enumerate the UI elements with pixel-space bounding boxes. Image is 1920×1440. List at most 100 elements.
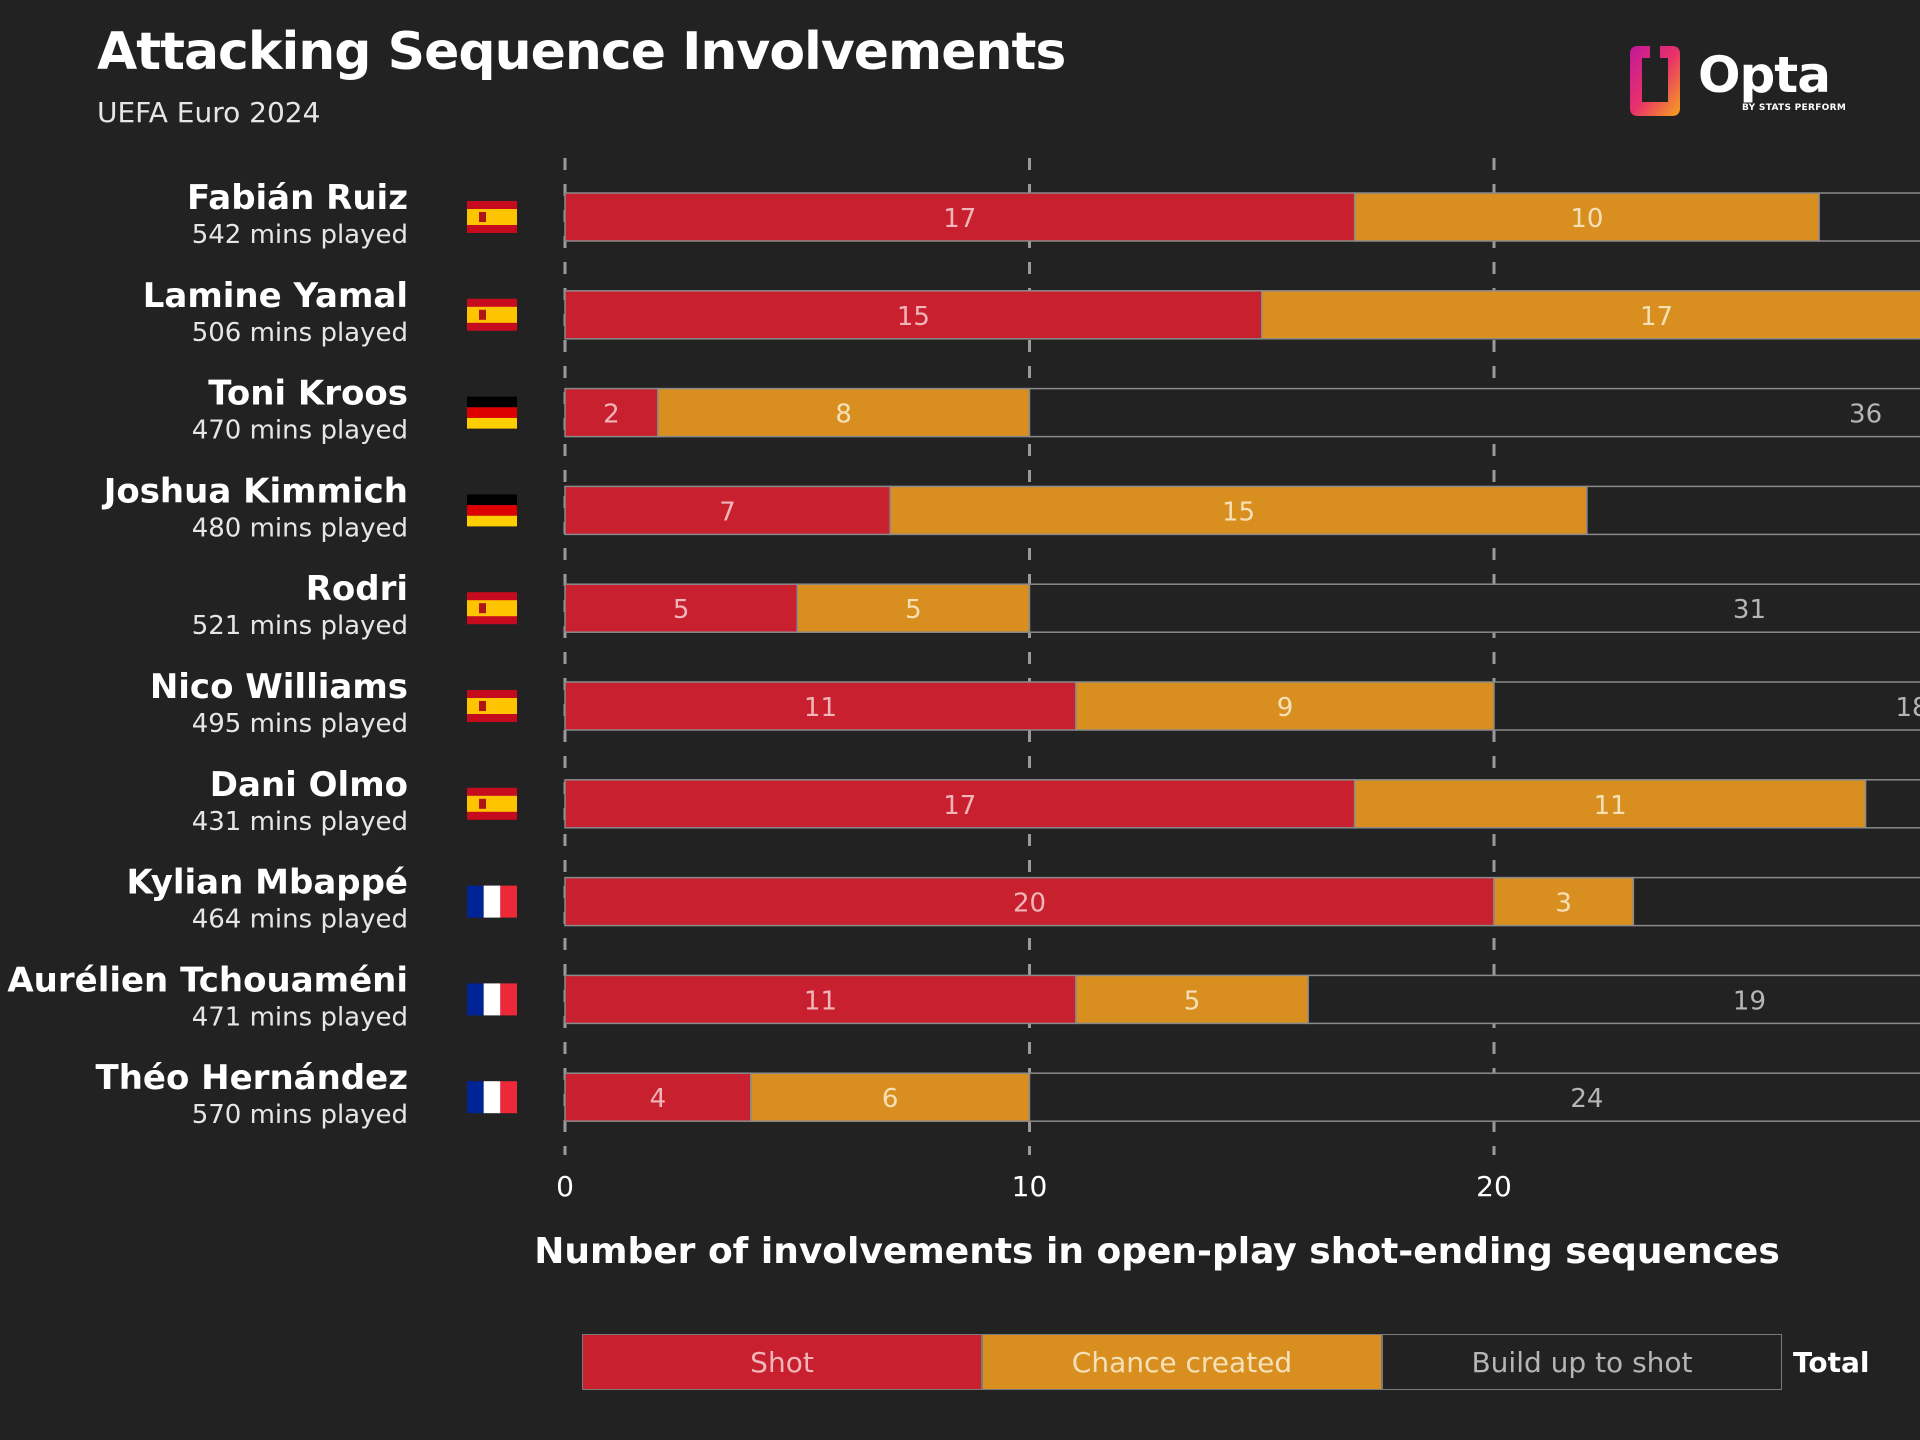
bar-segment-chance-created xyxy=(1261,290,1920,340)
bar-segment-build-up xyxy=(1028,387,1920,438)
flag-germany-icon xyxy=(467,494,517,527)
player-mins: 471 mins played xyxy=(192,1002,408,1032)
bar-segment-shot-label: 5 xyxy=(673,595,690,625)
chart-title: Attacking Sequence Involvements xyxy=(97,22,1066,82)
flag-emblem xyxy=(479,309,486,320)
bar-segment-build-up xyxy=(1307,974,1920,1025)
bar-segment-chance-created xyxy=(657,387,1031,438)
x-tick-label: 20 xyxy=(1476,1170,1512,1203)
bar-segment-shot-label: 7 xyxy=(719,497,736,527)
flag-spain-icon xyxy=(467,690,517,722)
bar-segment-shot xyxy=(564,387,659,438)
legend-build-up-to-shot: Build up to shot xyxy=(1382,1334,1782,1390)
player-mins: 431 mins played xyxy=(192,807,408,837)
bar-segment-build-up-label: 36 xyxy=(1849,400,1882,430)
bar-segment-shot xyxy=(564,876,1495,927)
flag-stripe xyxy=(500,885,517,918)
flag-spain-icon xyxy=(467,201,517,233)
bar-segment-chance-created-label: 6 xyxy=(882,1084,899,1114)
bar-segment-shot xyxy=(564,974,1077,1025)
bar-segment-chance-created-label: 8 xyxy=(835,400,852,430)
player-name: Lamine Yamal xyxy=(143,276,408,316)
bar-segment-chance-created-label: 3 xyxy=(1555,889,1572,919)
flag-stripe xyxy=(467,795,517,812)
bar-segment-shot-label: 4 xyxy=(650,1084,667,1114)
bar-segment-chance-created xyxy=(750,1072,1031,1122)
flag-stripe xyxy=(467,407,517,418)
flag-stripe xyxy=(467,494,517,506)
bar-segment-build-up-label: 31 xyxy=(1733,595,1766,625)
x-tick-label: 10 xyxy=(1012,1170,1048,1203)
flag-stripe xyxy=(467,396,517,408)
bar-segment-build-up xyxy=(1028,1072,1920,1122)
flag-stripe xyxy=(467,505,517,516)
opta-tagline: BY STATS PERFORM xyxy=(1742,103,1847,113)
bar-segment-chance-created-label: 5 xyxy=(1184,986,1201,1016)
bar-segment-chance-created xyxy=(1493,876,1635,927)
player-name: Dani Olmo xyxy=(210,765,408,805)
bar-segment-shot-label: 11 xyxy=(804,693,837,723)
player-name: Fabián Ruiz xyxy=(187,178,408,218)
flag-stripe xyxy=(467,306,517,323)
player-mins: 495 mins played xyxy=(192,709,408,739)
player-name: Rodri xyxy=(306,569,408,609)
bar-segment-chance-created xyxy=(1075,974,1309,1025)
bar-segment-shot-label: 2 xyxy=(603,400,620,430)
flag-stripe xyxy=(467,983,484,1016)
flag-stripe xyxy=(483,885,501,918)
flag-stripe xyxy=(483,1081,501,1114)
flag-stripe xyxy=(467,417,517,429)
player-name: Nico Williams xyxy=(150,667,408,707)
bar-segment-chance-created xyxy=(796,583,1031,633)
flag-france-icon xyxy=(467,885,517,918)
player-mins: 542 mins played xyxy=(192,220,408,250)
flag-stripe xyxy=(467,600,517,617)
bar-segment-shot xyxy=(564,583,798,633)
flag-spain-icon xyxy=(467,787,517,820)
legend-chance-created: Chance created xyxy=(982,1334,1382,1390)
flag-stripe xyxy=(500,1081,517,1114)
flag-emblem xyxy=(479,603,486,614)
bar-segment-build-up xyxy=(1632,876,1920,927)
bar-segment-shot xyxy=(564,290,1263,340)
bar-segment-build-up-label: 18 xyxy=(1896,693,1920,723)
flag-france-icon xyxy=(467,983,517,1016)
bar-segment-build-up-label: 19 xyxy=(1733,986,1766,1016)
bar-segment-shot-label: 15 xyxy=(897,302,930,332)
bar-segment-chance-created-label: 9 xyxy=(1277,693,1294,723)
bar-segment-shot-label: 17 xyxy=(943,204,976,234)
bar-segment-build-up xyxy=(1586,485,1920,536)
player-mins: 464 mins played xyxy=(192,905,408,935)
bar-segment-chance-created-label: 10 xyxy=(1570,204,1603,234)
legend: Shot Chance created Build up to shot xyxy=(582,1334,1782,1390)
player-name: Joshua Kimmich xyxy=(102,471,408,511)
flag-emblem xyxy=(479,701,486,711)
flag-emblem xyxy=(479,212,486,222)
bar-segment-build-up xyxy=(1818,192,1920,242)
bar-segment-shot-label: 20 xyxy=(1013,889,1046,919)
chart-subtitle: UEFA Euro 2024 xyxy=(97,96,321,129)
flag-stripe xyxy=(483,983,501,1016)
bar-segment-chance-created-label: 15 xyxy=(1222,497,1255,527)
player-mins: 521 mins played xyxy=(192,611,408,641)
opta-logo-icon xyxy=(1630,46,1680,116)
player-mins: 470 mins played xyxy=(192,416,408,446)
bar-segment-chance-created-label: 17 xyxy=(1640,302,1673,332)
labels-layer: 01020304050 xyxy=(556,1170,1512,1203)
x-axis-label: Number of involvements in open-play shot… xyxy=(534,1231,1780,1272)
flag-france-icon xyxy=(467,1081,517,1114)
legend-total: Total xyxy=(1793,1346,1870,1379)
flag-stripe xyxy=(467,1081,484,1114)
flag-stripe xyxy=(467,885,484,918)
flag-stripe xyxy=(500,983,517,1016)
